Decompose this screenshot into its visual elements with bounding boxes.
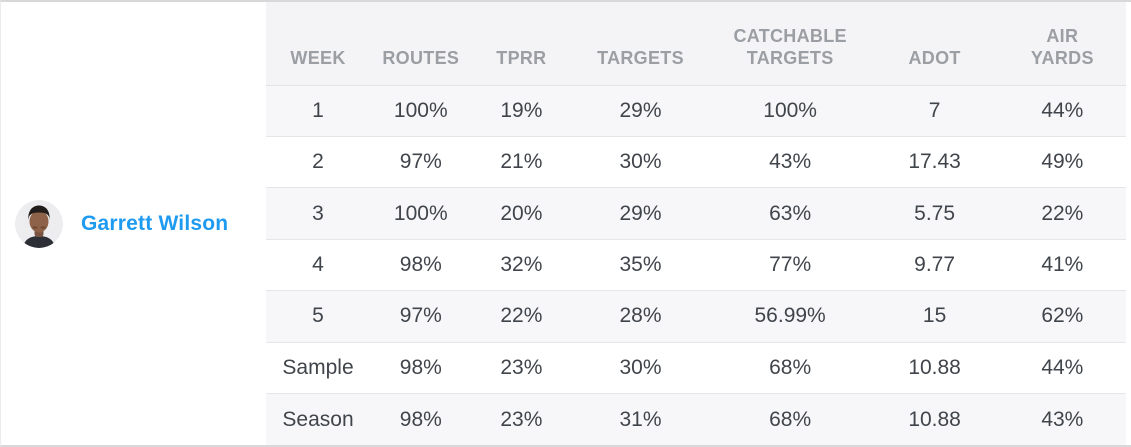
cell-catchable-targets: 100% xyxy=(763,98,817,122)
cell-week: 5 xyxy=(266,290,371,343)
cell-routes: 100% xyxy=(370,187,472,240)
col-header-week: WEEK xyxy=(266,2,371,86)
cell-air-yards: 41% xyxy=(998,238,1126,291)
table-row-week-3: 3 100% 20% 29% 63% 5.75 22% xyxy=(266,187,1126,240)
cell-air-yards: 44% xyxy=(1041,98,1084,122)
cell-targets: 30% xyxy=(571,135,710,188)
table-row-sample: Sample 98% 23% 30% 68% 10.88 44% xyxy=(266,341,1126,394)
cell-week: 1 xyxy=(312,98,324,122)
cell-air-yards: 22% xyxy=(998,187,1126,240)
cell-week: Sample xyxy=(266,341,371,394)
table-row-week-2: 2 97% 21% 30% 43% 17.43 49% xyxy=(266,135,1126,188)
player-headshot-image xyxy=(15,199,63,248)
cell-air-yards: 62% xyxy=(998,290,1126,343)
table-row-week-4: 4 98% 32% 35% 77% 9.77 41% xyxy=(266,238,1126,291)
cell-tprr: 19% xyxy=(500,98,543,122)
cell-air-yards: 44% xyxy=(998,341,1126,394)
cell-tprr: 23% xyxy=(471,393,572,445)
col-header-adot: ADOT xyxy=(870,2,999,86)
cell-week: 4 xyxy=(266,238,371,291)
cell-routes: 98% xyxy=(370,393,472,445)
cell-adot: 5.75 xyxy=(870,187,999,240)
cell-targets: 31% xyxy=(571,393,710,445)
cell-routes: 98% xyxy=(370,238,472,291)
cell-adot: 7 xyxy=(928,98,941,122)
table-row-week-5: 5 97% 22% 28% 56.99% 15 62% xyxy=(266,290,1126,343)
cell-adot: 17.43 xyxy=(870,135,999,188)
col-header-targets: TARGETS xyxy=(571,2,710,86)
col-header-routes: ROUTES xyxy=(370,2,472,86)
cell-routes: 97% xyxy=(370,290,472,343)
player-panel: Garrett Wilson xyxy=(1,2,266,445)
cell-catchable-targets: 68% xyxy=(709,393,871,445)
cell-tprr: 20% xyxy=(471,187,572,240)
cell-catchable-targets: 68% xyxy=(709,341,871,394)
cell-week: 2 xyxy=(266,135,371,188)
cell-catchable-targets: 43% xyxy=(709,135,871,188)
cell-targets: 35% xyxy=(571,238,710,291)
cell-week: Season xyxy=(266,393,371,445)
cell-tprr: 21% xyxy=(471,135,572,188)
cell-tprr: 32% xyxy=(471,238,572,291)
player-name-link[interactable]: Garrett Wilson xyxy=(81,211,229,235)
cell-targets: 29% xyxy=(571,187,710,240)
cell-routes: 100% xyxy=(393,98,448,122)
cell-routes: 98% xyxy=(370,341,472,394)
cell-targets: 29% xyxy=(619,98,662,122)
cell-catchable-targets: 77% xyxy=(709,238,871,291)
cell-air-yards: 49% xyxy=(998,135,1126,188)
cell-targets: 30% xyxy=(571,341,710,394)
cell-air-yards: 43% xyxy=(998,393,1126,445)
cell-adot: 9.77 xyxy=(870,238,999,291)
table-body: 1 100% 19% 29% 100% 7 44% 2 97% 21% 30% … xyxy=(266,85,1126,445)
cell-tprr: 23% xyxy=(471,341,572,394)
cell-week: 3 xyxy=(266,187,371,240)
table-row-season: Season 98% 23% 31% 68% 10.88 43% xyxy=(266,393,1126,445)
cell-adot: 10.88 xyxy=(870,341,999,394)
stats-table: WEEK ROUTES TPRR TARGETS CATCHABLE TARGE… xyxy=(266,2,1126,445)
cell-adot: 10.88 xyxy=(870,393,999,445)
stats-table-container: WEEK ROUTES TPRR TARGETS CATCHABLE TARGE… xyxy=(266,2,1126,445)
cell-targets: 28% xyxy=(571,290,710,343)
col-header-tprr: TPRR xyxy=(471,2,572,86)
table-row-week-1: 1 100% 19% 29% 100% 7 44% xyxy=(266,85,1126,137)
col-header-catchable-targets: CATCHABLE TARGETS xyxy=(709,2,871,86)
col-header-air-yards: AIR YARDS xyxy=(998,2,1126,86)
cell-catchable-targets: 63% xyxy=(709,187,871,240)
table-header: WEEK ROUTES TPRR TARGETS CATCHABLE TARGE… xyxy=(266,2,1126,86)
cell-routes: 97% xyxy=(370,135,472,188)
cell-adot: 15 xyxy=(870,290,999,343)
cell-tprr: 22% xyxy=(471,290,572,343)
cell-catchable-targets: 56.99% xyxy=(709,290,871,343)
player-avatar[interactable] xyxy=(15,199,63,248)
header-row: WEEK ROUTES TPRR TARGETS CATCHABLE TARGE… xyxy=(266,2,1126,86)
